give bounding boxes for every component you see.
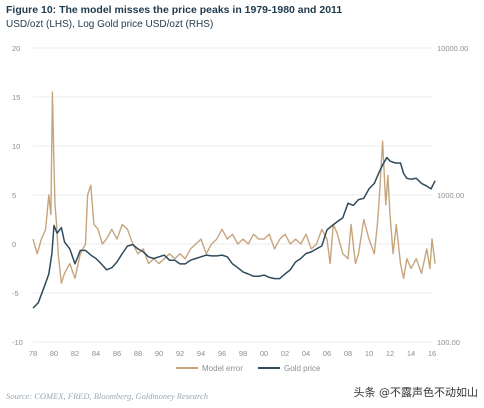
model-error-line [32, 91, 436, 284]
x-tick-label: 02 [281, 349, 289, 358]
x-tick-label: 88 [134, 349, 142, 358]
y-right-tick-label: 10000.00 [437, 44, 468, 53]
chart-title: Figure 10: The model misses the price pe… [6, 4, 343, 16]
x-tick-label: 78 [29, 349, 37, 358]
x-tick-label: 92 [176, 349, 184, 358]
y-left-tick-label: -10 [12, 338, 23, 347]
gridlines [33, 47, 432, 343]
x-tick-label: 10 [365, 349, 373, 358]
x-tick-label: 12 [386, 349, 394, 358]
x-tick-label: 08 [344, 349, 352, 358]
y-right-tick-label: 1000.00 [437, 191, 464, 200]
y-left-tick-label: -5 [12, 289, 19, 298]
x-axis: 78 80 82 84 86 88 90 92 94 96 98 00 02 04 06 08 10 12 14 16 [29, 349, 436, 358]
legend-label: Model error [202, 364, 243, 373]
source-note: Source: COMEX, FRED, Bloomberg, Goldmone… [6, 391, 209, 401]
y-left-tick-label: 10 [12, 142, 20, 151]
y-axis-left: -10 -5 0 5 10 15 20 [12, 44, 23, 347]
x-tick-label: 16 [428, 349, 436, 358]
legend-label: Gold price [284, 364, 321, 373]
x-tick-label: 98 [239, 349, 247, 358]
y-left-tick-label: 5 [12, 191, 16, 200]
chart-subtitle: USD/ozt (LHS), Log Gold price USD/ozt (R… [6, 19, 214, 30]
x-tick-label: 90 [155, 349, 163, 358]
y-axis-right: 100.00 1000.00 10000.00 [437, 44, 468, 347]
x-tick-label: 82 [71, 349, 79, 358]
y-left-tick-label: 0 [12, 240, 16, 249]
gold-price-line [32, 156, 436, 309]
y-left-tick-label: 15 [12, 93, 20, 102]
x-tick-label: 06 [323, 349, 331, 358]
x-tick-label: 96 [218, 349, 226, 358]
x-tick-label: 80 [50, 349, 58, 358]
y-left-tick-label: 20 [12, 44, 20, 53]
x-tick-label: 94 [197, 349, 205, 358]
x-tick-label: 84 [92, 349, 100, 358]
series-group [32, 91, 436, 309]
legend: Model error Gold price [176, 364, 321, 373]
x-tick-label: 00 [260, 349, 268, 358]
watermark-text: 头条 @不露声色不动如山 [353, 386, 479, 399]
x-tick-label: 86 [113, 349, 121, 358]
y-right-tick-label: 100.00 [437, 338, 460, 347]
x-tick-label: 04 [302, 349, 310, 358]
x-tick-label: 14 [407, 349, 415, 358]
